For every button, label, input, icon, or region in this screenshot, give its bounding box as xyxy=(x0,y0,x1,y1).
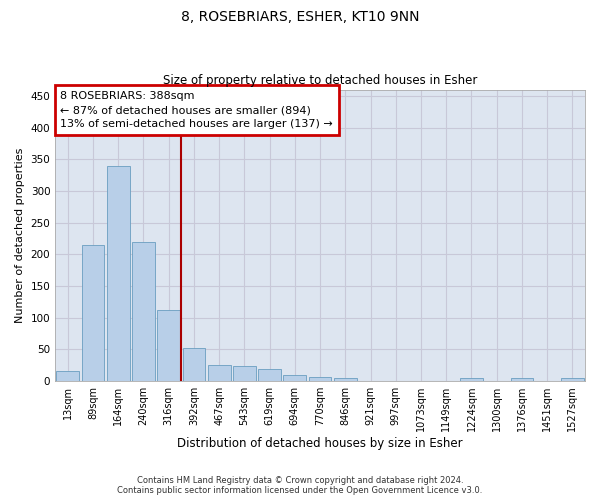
Y-axis label: Number of detached properties: Number of detached properties xyxy=(15,148,25,323)
Bar xyxy=(258,369,281,381)
Bar xyxy=(208,365,230,381)
X-axis label: Distribution of detached houses by size in Esher: Distribution of detached houses by size … xyxy=(177,437,463,450)
Text: 8, ROSEBRIARS, ESHER, KT10 9NN: 8, ROSEBRIARS, ESHER, KT10 9NN xyxy=(181,10,419,24)
Bar xyxy=(511,378,533,381)
Bar xyxy=(56,372,79,381)
Bar xyxy=(132,242,155,381)
Bar xyxy=(182,348,205,381)
Bar xyxy=(157,310,180,381)
Text: 8 ROSEBRIARS: 388sqm
← 87% of detached houses are smaller (894)
13% of semi-deta: 8 ROSEBRIARS: 388sqm ← 87% of detached h… xyxy=(61,91,333,129)
Bar xyxy=(460,378,483,381)
Bar xyxy=(283,376,306,381)
Bar xyxy=(334,378,356,381)
Title: Size of property relative to detached houses in Esher: Size of property relative to detached ho… xyxy=(163,74,477,87)
Text: Contains HM Land Registry data © Crown copyright and database right 2024.
Contai: Contains HM Land Registry data © Crown c… xyxy=(118,476,482,495)
Bar xyxy=(82,245,104,381)
Bar xyxy=(107,166,130,381)
Bar xyxy=(309,377,331,381)
Bar xyxy=(233,366,256,381)
Bar xyxy=(561,378,584,381)
